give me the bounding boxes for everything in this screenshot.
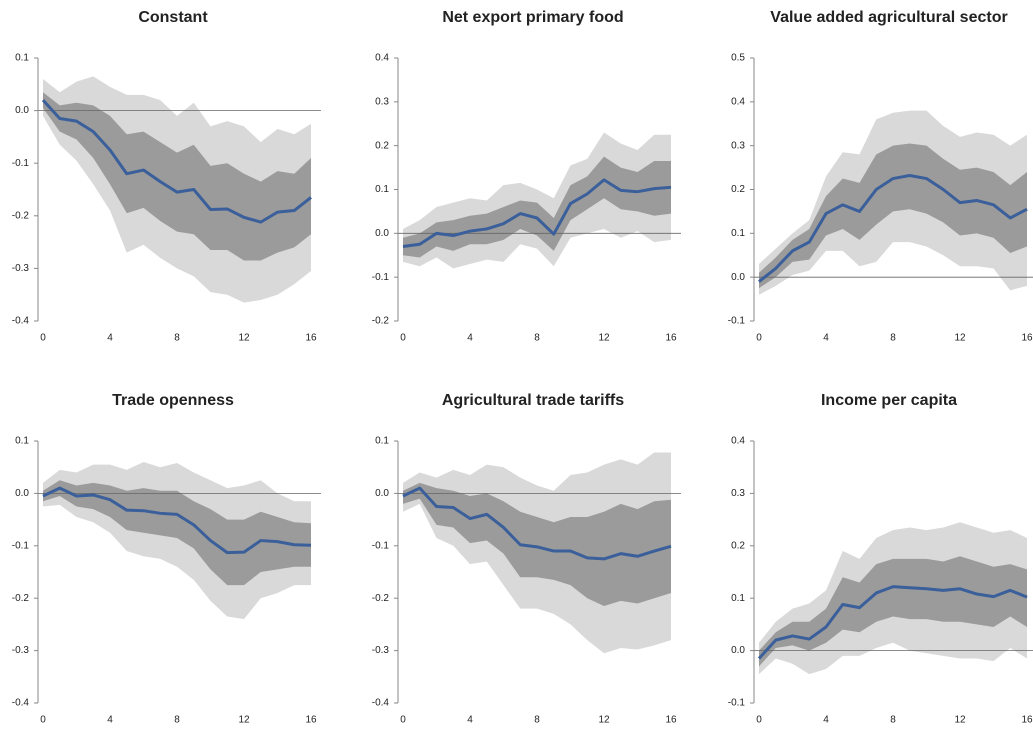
y-tick-label: 0.3 [731, 140, 745, 151]
y-tick-label: -0.3 [12, 645, 30, 656]
y-tick-label: 0.1 [731, 228, 745, 239]
x-tick-label: 8 [174, 715, 180, 726]
y-tick-label: 0.4 [375, 53, 389, 64]
x-tick-label: 0 [756, 333, 762, 344]
y-tick-label: 0.0 [15, 488, 29, 499]
x-tick-label: 16 [1021, 715, 1033, 726]
x-tick-label: 16 [305, 333, 317, 344]
y-tick-label: 0.4 [731, 436, 745, 447]
confidence-band [43, 480, 311, 586]
x-tick-label: 16 [1021, 333, 1033, 344]
x-tick-label: 12 [954, 715, 966, 726]
y-tick-label: -0.2 [372, 316, 390, 327]
y-tick-label: -0.2 [372, 593, 390, 604]
y-tick-label: 0.2 [731, 540, 745, 551]
response-line [758, 173, 1028, 283]
y-tick-label: 0.4 [731, 96, 745, 107]
y-tick-label: 0.1 [15, 53, 29, 64]
chart-title: Agricultural trade tariffs [442, 392, 624, 409]
y-tick-label: -0.4 [12, 316, 30, 327]
x-tick-label: 0 [756, 715, 762, 726]
x-tick-label: 4 [107, 333, 113, 344]
y-tick-label: 0.1 [375, 184, 389, 195]
y-tick-label: 0.1 [731, 593, 745, 604]
y-tick-label: 0.5 [731, 53, 745, 64]
confidence-band [759, 556, 1027, 667]
y-tick-label: -0.1 [372, 540, 390, 551]
x-tick-label: 4 [823, 715, 829, 726]
y-tick-label: 0.0 [15, 105, 29, 116]
y-tick-label: 0.2 [375, 140, 389, 151]
x-tick-label: 8 [534, 333, 540, 344]
chart-title: Trade openness [112, 392, 234, 409]
x-tick-label: 0 [400, 715, 406, 726]
y-tick-label: -0.4 [372, 698, 390, 709]
x-tick-label: 8 [174, 333, 180, 344]
y-tick-label: 0.2 [731, 184, 745, 195]
x-tick-label: 4 [107, 715, 113, 726]
x-tick-label: 0 [40, 333, 46, 344]
x-tick-label: 16 [305, 715, 317, 726]
y-tick-label: 0.1 [15, 436, 29, 447]
y-tick-label: -0.3 [372, 645, 390, 656]
x-tick-label: 0 [40, 715, 46, 726]
x-tick-label: 4 [823, 333, 829, 344]
x-tick-label: 16 [665, 333, 677, 344]
y-tick-label: 0.0 [375, 228, 389, 239]
y-tick-label: -0.1 [728, 698, 746, 709]
y-tick-label: 0.0 [375, 488, 389, 499]
response-line [402, 486, 672, 561]
x-tick-label: 8 [890, 715, 896, 726]
response-line [757, 585, 1028, 660]
x-tick-label: 12 [238, 715, 250, 726]
y-tick-label: -0.2 [12, 593, 30, 604]
response-line [41, 99, 312, 224]
response-line [402, 178, 672, 248]
x-tick-label: 4 [467, 333, 473, 344]
y-tick-label: -0.2 [12, 210, 30, 221]
x-tick-label: 12 [954, 333, 966, 344]
x-tick-label: 8 [534, 715, 540, 726]
x-tick-label: 12 [238, 333, 250, 344]
x-tick-label: 4 [467, 715, 473, 726]
y-tick-label: -0.1 [12, 158, 30, 169]
y-tick-label: -0.4 [12, 698, 30, 709]
confidence-band [759, 143, 1027, 289]
x-tick-label: 0 [400, 333, 406, 344]
chart-title: Constant [138, 9, 208, 26]
y-tick-label: -0.1 [728, 316, 746, 327]
y-tick-label: -0.1 [372, 272, 390, 283]
x-tick-label: 16 [665, 715, 677, 726]
x-tick-label: 12 [598, 715, 610, 726]
confidence-band [403, 482, 671, 607]
y-tick-label: 0.3 [731, 488, 745, 499]
chart-title: Value added agricultural sector [770, 9, 1007, 26]
y-tick-label: 0.3 [375, 96, 389, 107]
y-tick-label: 0.0 [731, 272, 745, 283]
chart-title: Income per capita [821, 392, 957, 409]
response-line [42, 486, 312, 555]
y-tick-label: 0.0 [731, 645, 745, 656]
y-tick-label: 0.1 [375, 436, 389, 447]
y-tick-label: -0.3 [12, 263, 30, 274]
x-tick-label: 8 [890, 333, 896, 344]
chart-title: Net export primary food [442, 9, 623, 26]
x-tick-label: 12 [598, 333, 610, 344]
y-tick-label: -0.1 [12, 540, 30, 551]
